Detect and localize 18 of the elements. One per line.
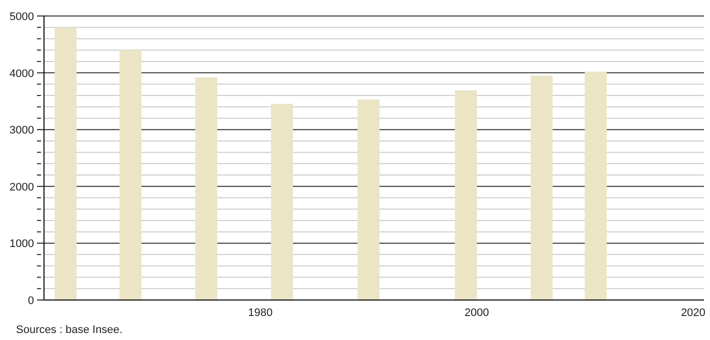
bar (270, 104, 293, 300)
bar (454, 90, 477, 300)
y-tick-label: 3000 (10, 124, 34, 137)
y-tick-label: 4000 (10, 68, 34, 80)
y-tick-label: 0 (28, 295, 34, 307)
bar (358, 99, 380, 300)
x-tick-label: 1980 (248, 306, 273, 319)
y-tick-label: 2000 (10, 181, 34, 194)
bar (584, 72, 607, 300)
x-tick-label: 2020 (680, 306, 706, 319)
y-tick-label: 1000 (10, 238, 34, 250)
x-tick-label: 2000 (464, 306, 490, 319)
bar (530, 76, 553, 300)
source-note: Sources : base Insee. (16, 324, 124, 336)
y-tick-label: 5000 (10, 11, 34, 23)
bar (54, 27, 77, 300)
bar (120, 50, 142, 300)
bar (195, 77, 218, 300)
